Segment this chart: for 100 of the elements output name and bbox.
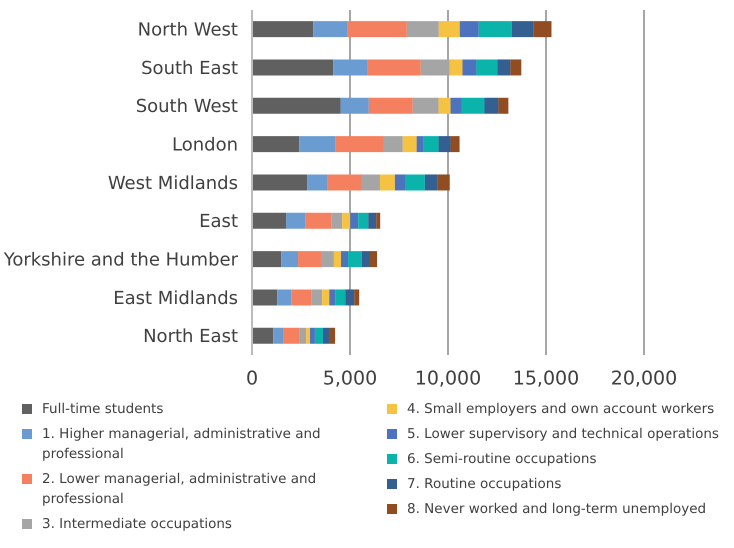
y-tick-label: West Midlands <box>108 172 238 194</box>
bar <box>306 328 310 344</box>
bar <box>369 251 378 268</box>
bar <box>402 136 417 152</box>
bar <box>329 328 336 344</box>
bar <box>354 289 360 306</box>
bar <box>424 136 439 152</box>
bar <box>311 289 322 306</box>
y-tick-label: East <box>199 211 238 232</box>
bar <box>450 136 460 152</box>
bar <box>286 212 306 229</box>
bar <box>305 212 332 229</box>
y-tick-label: South East <box>141 58 238 79</box>
bar <box>342 212 350 229</box>
bar <box>362 174 380 190</box>
bar <box>498 98 508 114</box>
legend-label: Full-time students <box>42 400 164 419</box>
x-tick-label: 20,000 <box>610 367 678 390</box>
bar <box>299 136 336 152</box>
bar <box>334 251 341 268</box>
bar <box>380 174 395 190</box>
bar <box>362 251 370 268</box>
bar <box>322 328 330 344</box>
bar <box>348 251 362 268</box>
bar <box>412 98 439 114</box>
bar <box>281 251 298 268</box>
bar <box>252 328 274 344</box>
x-tick-label: 5,000 <box>322 367 378 390</box>
bar <box>462 98 484 114</box>
bar <box>484 98 498 114</box>
bar <box>394 174 406 190</box>
bar <box>345 289 354 306</box>
bar <box>277 289 292 306</box>
legend-label: 2. Lower managerial, administrative and professional <box>42 470 318 509</box>
bar <box>329 289 336 306</box>
bar <box>322 289 330 306</box>
bar <box>406 21 439 38</box>
bar <box>416 136 424 152</box>
bar <box>384 136 403 152</box>
y-tick-label: South West <box>136 96 238 118</box>
bar <box>314 328 323 344</box>
x-tick-label: 0 <box>246 367 258 390</box>
bar <box>310 328 315 344</box>
x-tick-label: 10,000 <box>414 367 482 390</box>
bar <box>284 328 300 344</box>
bar <box>252 174 308 190</box>
bar <box>476 59 498 76</box>
bar <box>335 289 346 306</box>
bar <box>298 251 321 268</box>
bar <box>424 174 438 190</box>
bar <box>450 59 463 76</box>
legend-label: 8. Never worked and long-term unemployed <box>407 500 708 519</box>
x-tick-label: 15,000 <box>512 367 580 390</box>
y-tick-label: East Midlands <box>113 288 238 309</box>
legend-label: 6. Semi-routine occupations <box>407 450 598 469</box>
bar <box>510 59 522 76</box>
bar <box>368 212 376 229</box>
bar <box>420 59 450 76</box>
y-tick-label: North West <box>138 20 238 41</box>
bar <box>313 21 348 38</box>
bar <box>340 98 369 114</box>
legend-label: 4. Small employers and own account workers <box>407 400 716 419</box>
bar <box>273 328 284 344</box>
bar <box>462 59 476 76</box>
y-tick-label: North East <box>143 326 238 348</box>
bar <box>328 174 362 190</box>
bar <box>358 212 368 229</box>
bar <box>307 174 328 190</box>
legend-label: 3. Intermediate occupations <box>42 515 233 534</box>
bar <box>438 174 450 190</box>
bar <box>348 21 407 38</box>
bar <box>331 212 342 229</box>
bar <box>252 21 314 38</box>
bar <box>438 98 451 114</box>
bar <box>478 21 512 38</box>
bar <box>252 136 300 152</box>
bar <box>252 212 286 229</box>
bar <box>335 136 384 152</box>
legend-label: 5. Lower supervisory and technical operations <box>407 425 720 444</box>
legend-label: 1. Higher managerial, administrative and professional <box>42 425 322 464</box>
bar <box>350 212 358 229</box>
bar <box>438 21 460 38</box>
bar <box>406 174 425 190</box>
bar <box>368 59 421 76</box>
y-tick-label: London <box>172 134 238 156</box>
bar <box>252 251 282 268</box>
bar <box>450 98 462 114</box>
bar <box>333 59 368 76</box>
bar <box>340 251 348 268</box>
bar <box>368 98 413 114</box>
bar <box>252 59 334 76</box>
bar <box>438 136 451 152</box>
bar <box>497 59 510 76</box>
bar <box>252 98 341 114</box>
bar <box>320 251 334 268</box>
bar <box>291 289 312 306</box>
legend-label: 7. Routine occupations <box>407 475 562 494</box>
bar <box>299 328 306 344</box>
bar <box>533 21 552 38</box>
bar <box>512 21 534 38</box>
